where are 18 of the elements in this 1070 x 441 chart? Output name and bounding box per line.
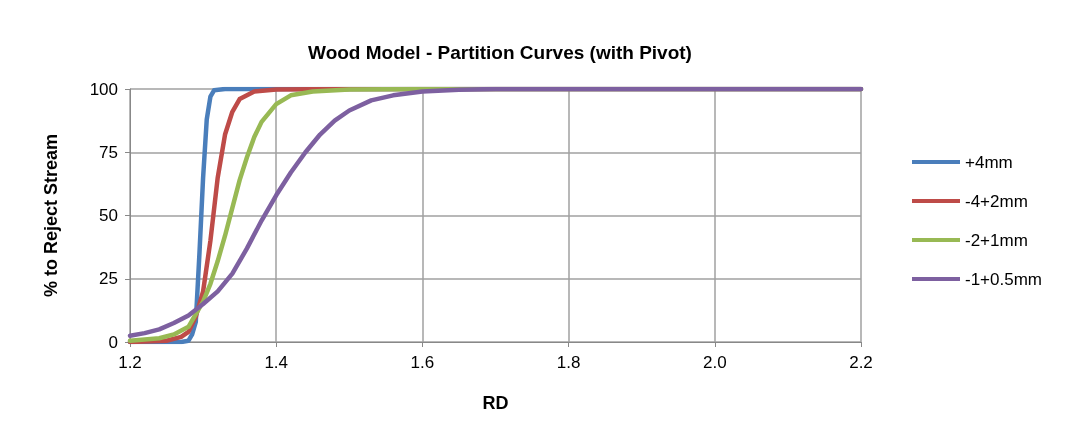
x-tick-label: 1.2 <box>118 353 142 372</box>
x-tick-label: 1.8 <box>556 353 581 372</box>
x-axis-title: RD <box>482 393 509 413</box>
legend-label: -1+0.5mm <box>965 269 1042 289</box>
legend-label: -4+2mm <box>965 191 1028 211</box>
legend-label: +4mm <box>965 152 1013 172</box>
x-tick-label: 1.6 <box>410 353 435 372</box>
y-tick-label: 0 <box>108 332 118 352</box>
x-tick-label: 2.0 <box>702 353 727 372</box>
x-tick-label: 2.2 <box>849 353 873 372</box>
y-tick-label: 100 <box>89 79 118 99</box>
legend-label: -2+1mm <box>965 230 1028 250</box>
x-tick-label: 1.4 <box>264 353 289 372</box>
y-tick-label: 75 <box>99 142 118 162</box>
y-tick-label: 50 <box>99 206 118 225</box>
y-tick-label: 25 <box>99 269 118 289</box>
chart-title: Wood Model - Partition Curves (with Pivot) <box>308 42 692 63</box>
y-axis-title: % to Reject Stream <box>41 133 61 298</box>
